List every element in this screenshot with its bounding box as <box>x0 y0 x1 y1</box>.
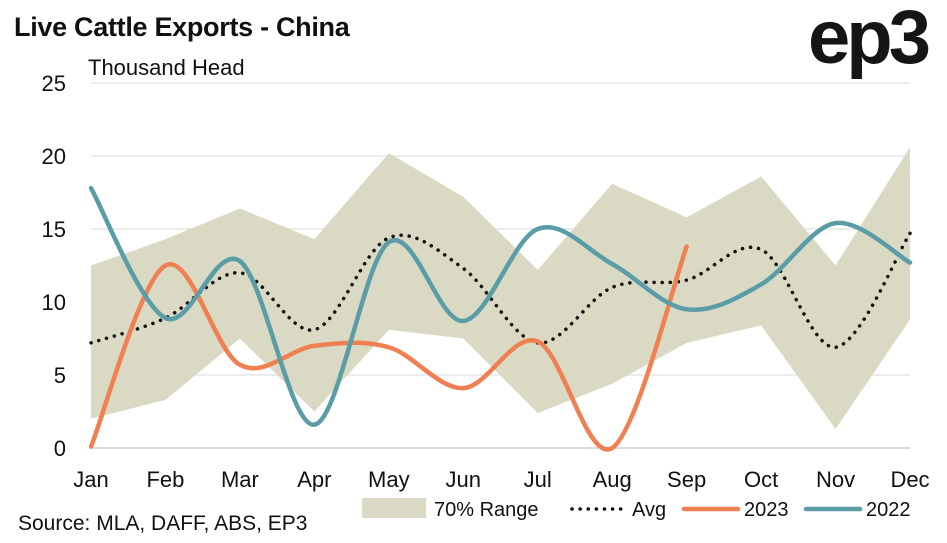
legend-label-2023: 2023 <box>744 499 789 521</box>
x-tick-label: Jun <box>446 467 481 492</box>
y-tick-label: 5 <box>54 363 66 388</box>
y-tick-label: 15 <box>42 217 66 242</box>
y-tick-label: 0 <box>54 436 66 461</box>
x-tick-label: Nov <box>816 467 855 492</box>
x-tick-label: Oct <box>744 467 778 492</box>
legend-label-avg: Avg <box>632 499 666 521</box>
x-tick-label: Dec <box>890 467 929 492</box>
series-line-2023 <box>88 244 689 452</box>
legend-label-range: 70% Range <box>434 499 539 521</box>
x-axis-ticks: Jan Feb Mar Apr May Jun Jul Aug Sep Oct Nov Dec <box>73 467 929 492</box>
x-tick-label: Jul <box>524 467 552 492</box>
y-tick-label: 10 <box>42 290 66 315</box>
source-note: Source: MLA, DAFF, ABS, EP3 <box>18 512 308 535</box>
x-tick-label: Mar <box>221 467 259 492</box>
x-tick-label: May <box>368 467 410 492</box>
series-line-2022 <box>88 185 913 427</box>
range-band <box>91 147 910 430</box>
x-tick-label: Feb <box>146 467 184 492</box>
y-axis-unit-label: Thousand Head <box>88 55 245 80</box>
range-band-area <box>91 147 910 430</box>
x-tick-label: Sep <box>667 467 706 492</box>
y-tick-label: 20 <box>42 144 66 169</box>
legend: 70% Range Avg 2023 2022 <box>362 498 911 521</box>
legend-swatch-range <box>362 498 426 518</box>
series-lines <box>88 185 913 452</box>
y-tick-label: 25 <box>42 71 66 96</box>
chart-title: Live Cattle Exports - China <box>14 12 350 42</box>
x-tick-label: Apr <box>297 467 331 492</box>
series-line-avg <box>89 231 912 350</box>
legend-label-2022: 2022 <box>866 499 911 521</box>
ep3-logo: ep3 <box>808 0 931 80</box>
y-axis-ticks: 0 5 10 15 20 25 <box>42 71 66 461</box>
x-tick-label: Jan <box>73 467 108 492</box>
x-tick-label: Aug <box>593 467 632 492</box>
